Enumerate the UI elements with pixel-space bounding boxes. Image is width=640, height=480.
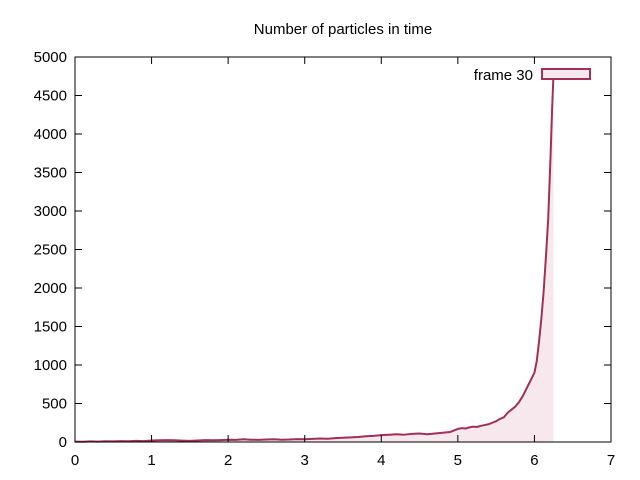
y-tick-label: 4500 — [34, 88, 67, 105]
y-tick-label: 1000 — [34, 357, 67, 374]
y-tick-label: 0 — [59, 434, 67, 451]
y-axis: 0 500 1000 1500 2000 2500 3000 3500 4000 4500 5000 — [34, 49, 611, 451]
y-tick-label: 2000 — [34, 280, 67, 297]
y-tick-label: 2500 — [34, 242, 67, 259]
y-tick-label: 3500 — [34, 165, 67, 182]
x-tick-label: 7 — [607, 452, 615, 469]
y-tick-label: 3000 — [34, 203, 67, 220]
x-tick-label: 1 — [147, 452, 155, 469]
x-tick-label: 5 — [454, 452, 462, 469]
x-tick-label: 3 — [301, 452, 309, 469]
y-tick-label: 1500 — [34, 319, 67, 336]
x-tick-label: 4 — [377, 452, 385, 469]
x-tick-label: 6 — [530, 452, 538, 469]
y-tick-label: 5000 — [34, 49, 67, 66]
series-line — [74, 72, 555, 443]
legend-swatch — [541, 68, 591, 80]
x-tick-label: 0 — [71, 452, 79, 469]
legend: frame 30 — [474, 67, 591, 84]
chart-title: Number of particles in time — [254, 21, 432, 38]
series-area-fill — [75, 72, 554, 443]
legend-label: frame 30 — [474, 67, 533, 84]
y-tick-label: 4000 — [34, 126, 67, 143]
y-tick-label: 500 — [42, 396, 67, 413]
x-axis: 0 1 2 3 4 5 6 7 — [71, 57, 615, 469]
x-tick-label: 2 — [224, 452, 232, 469]
